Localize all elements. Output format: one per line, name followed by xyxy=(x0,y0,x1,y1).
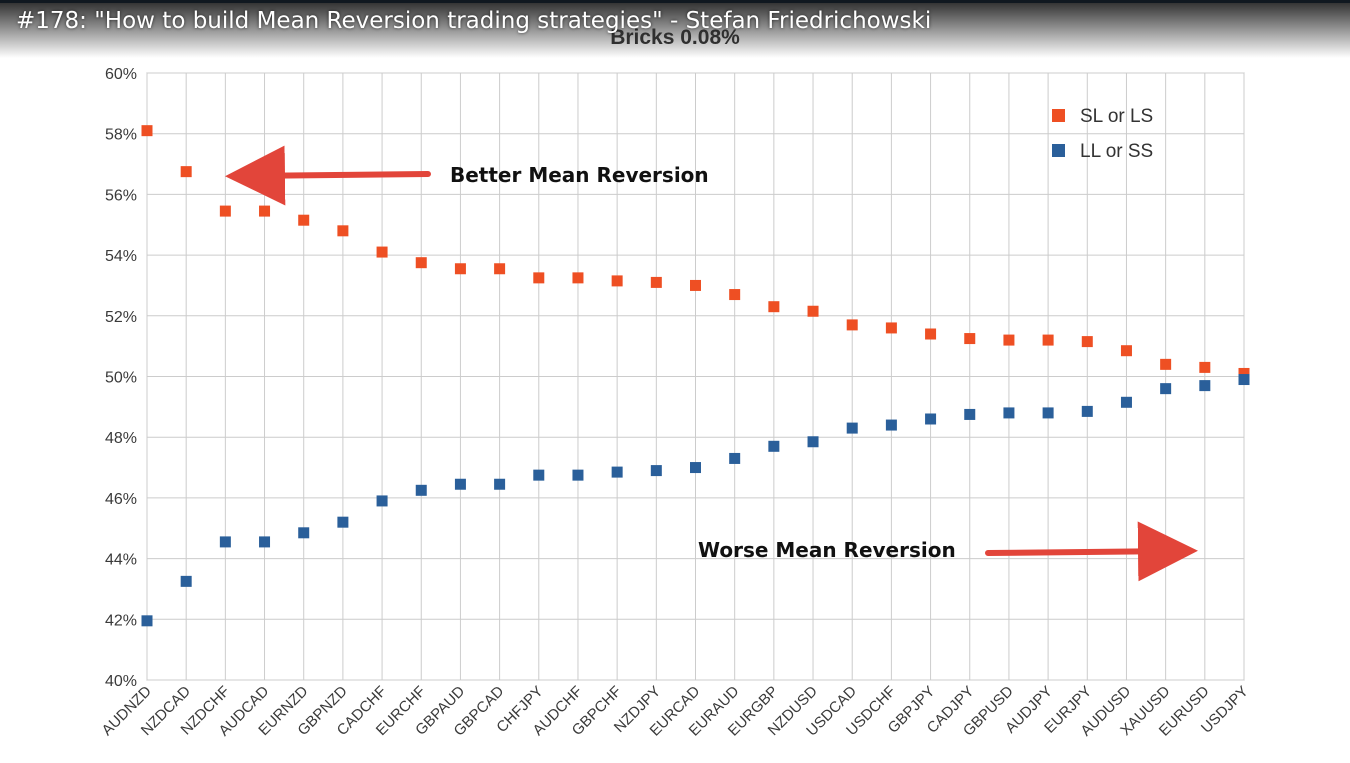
point-ll-or-ss-nzdcad xyxy=(180,575,192,587)
video-top-edge xyxy=(0,0,1350,3)
series-layer xyxy=(141,125,1250,627)
y-tick-label: 52% xyxy=(105,309,137,326)
point-ll-or-ss-usdchf xyxy=(885,419,897,431)
legend-swatch-sl-or-ls xyxy=(1052,109,1065,122)
point-sl-or-ls-nzdjpy xyxy=(650,276,662,288)
legend-label-ll-or-ss: LL or SS xyxy=(1080,141,1153,162)
point-ll-or-ss-eurgbp xyxy=(768,440,780,452)
series-sl-or-ls xyxy=(141,125,1250,379)
point-ll-or-ss-eurcad xyxy=(690,462,701,474)
better-arrow xyxy=(225,145,431,206)
point-sl-or-ls-gbpcad xyxy=(494,263,506,275)
point-ll-or-ss-gbpchf xyxy=(611,466,623,478)
point-sl-or-ls-usdcad xyxy=(846,319,858,331)
series-ll-or-ss xyxy=(141,374,1250,627)
point-ll-or-ss-eurjpy xyxy=(1081,405,1093,417)
point-ll-or-ss-gbpaud xyxy=(454,478,466,490)
point-sl-or-ls-gbpjpy xyxy=(925,328,937,340)
y-tick-label: 58% xyxy=(105,127,137,144)
annotations: Better Mean Reversion Worse Mean Reversi… xyxy=(225,145,1198,582)
point-ll-or-ss-audcad xyxy=(259,536,271,548)
point-sl-or-ls-gbpusd xyxy=(1003,334,1015,346)
point-sl-or-ls-eurusd xyxy=(1199,361,1211,373)
point-ll-or-ss-gbpjpy xyxy=(925,413,937,425)
point-ll-or-ss-xauusd xyxy=(1160,383,1172,395)
legend-swatch-ll-or-ss xyxy=(1052,144,1065,157)
point-ll-or-ss-nzdchf xyxy=(219,536,231,548)
point-ll-or-ss-gbpnzd xyxy=(337,516,349,528)
point-sl-or-ls-audjpy xyxy=(1042,334,1054,346)
point-ll-or-ss-audchf xyxy=(572,469,584,481)
point-sl-or-ls-audusd xyxy=(1120,345,1132,357)
point-sl-or-ls-chfjpy xyxy=(533,272,545,284)
y-tick-label: 46% xyxy=(105,491,137,508)
point-sl-or-ls-audcad xyxy=(259,205,271,217)
point-sl-or-ls-gbpchf xyxy=(611,275,623,287)
point-ll-or-ss-nzdusd xyxy=(807,436,819,448)
point-ll-or-ss-usdcad xyxy=(846,422,858,434)
legend-label-sl-or-ls: SL or LS xyxy=(1080,106,1153,127)
point-sl-or-ls-eurjpy xyxy=(1081,336,1093,348)
worse-mean-reversion-label: Worse Mean Reversion xyxy=(698,538,956,562)
y-tick-label: 48% xyxy=(105,430,137,447)
point-sl-or-ls-xauusd xyxy=(1160,358,1172,370)
point-sl-or-ls-gbpaud xyxy=(454,263,466,275)
y-tick-label: 44% xyxy=(105,552,137,569)
point-ll-or-ss-gbpcad xyxy=(494,478,506,490)
point-sl-or-ls-eurchf xyxy=(415,257,427,269)
y-tick-label: 50% xyxy=(105,370,137,387)
point-sl-or-ls-usdjpy xyxy=(1238,367,1250,379)
better-mean-reversion-label: Better Mean Reversion xyxy=(450,163,709,187)
y-tick-label: 56% xyxy=(105,187,137,204)
point-ll-or-ss-audjpy xyxy=(1042,407,1054,419)
y-tick-label: 60% xyxy=(105,66,137,83)
point-ll-or-ss-audnzd xyxy=(141,615,153,627)
point-ll-or-ss-cadjpy xyxy=(964,408,976,420)
y-tick-label: 42% xyxy=(105,612,137,629)
point-sl-or-ls-nzdusd xyxy=(807,305,819,317)
point-sl-or-ls-eurnzd xyxy=(298,214,310,226)
worse-arrow xyxy=(985,521,1198,582)
point-sl-or-ls-eurcad xyxy=(690,279,701,291)
legend: SL or LS LL or SS xyxy=(1052,106,1153,162)
point-ll-or-ss-usdjpy xyxy=(1238,374,1250,386)
point-ll-or-ss-eurchf xyxy=(415,484,427,496)
point-sl-or-ls-cadchf xyxy=(376,246,388,258)
point-ll-or-ss-gbpusd xyxy=(1003,407,1015,419)
point-ll-or-ss-eurusd xyxy=(1199,380,1211,392)
point-sl-or-ls-nzdcad xyxy=(180,166,192,178)
point-sl-or-ls-cadjpy xyxy=(964,333,976,345)
y-tick-label: 40% xyxy=(105,673,137,690)
y-tick-label: 54% xyxy=(105,248,137,265)
point-sl-or-ls-usdchf xyxy=(885,322,897,334)
point-sl-or-ls-eurgbp xyxy=(768,301,780,313)
point-sl-or-ls-audchf xyxy=(572,272,584,284)
point-sl-or-ls-audnzd xyxy=(141,125,153,137)
point-ll-or-ss-chfjpy xyxy=(533,469,545,481)
chart-title: Bricks 0.08% xyxy=(610,26,740,49)
point-ll-or-ss-cadchf xyxy=(376,495,388,507)
point-ll-or-ss-eurnzd xyxy=(298,527,310,539)
point-ll-or-ss-audusd xyxy=(1120,396,1132,408)
y-axis-ticks: 40% 42% 44% 46% 48% 50% 52% 54% 56% 58% 60% xyxy=(105,66,137,690)
point-ll-or-ss-euraud xyxy=(729,452,741,464)
point-sl-or-ls-euraud xyxy=(729,289,741,301)
point-ll-or-ss-nzdjpy xyxy=(650,465,662,477)
point-sl-or-ls-gbpnzd xyxy=(337,225,349,237)
point-sl-or-ls-nzdchf xyxy=(219,205,231,217)
